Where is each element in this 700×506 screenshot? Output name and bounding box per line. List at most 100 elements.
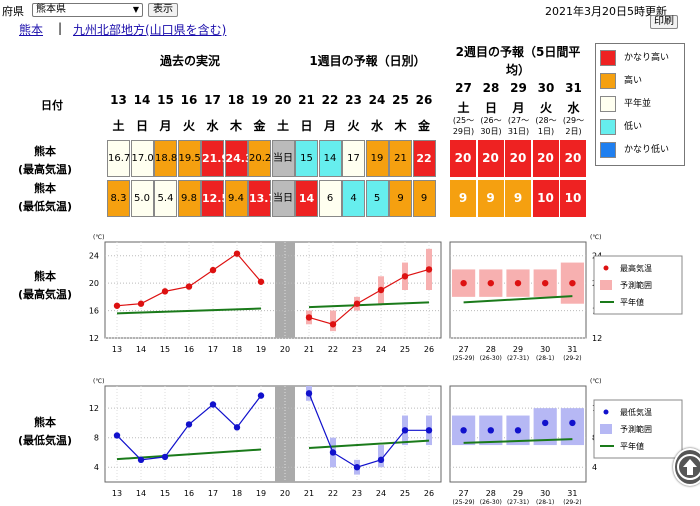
- table-cell: 16.7: [107, 140, 130, 177]
- x-tick-label: 13: [112, 489, 122, 498]
- week2-cell: 9: [505, 180, 531, 217]
- pref-label: 府県: [2, 5, 24, 18]
- legend-swatch: [600, 96, 616, 112]
- normal-line: [308, 301, 430, 309]
- day-number: 22: [321, 93, 339, 107]
- min-row-label: 熊本 (最低気温): [15, 180, 75, 216]
- print-button[interactable]: 印刷: [650, 15, 678, 29]
- y-tick-label: 12: [592, 334, 602, 343]
- day-number: 23: [345, 93, 362, 107]
- table-cell: 5.4: [154, 180, 177, 217]
- week2-cell: 20: [477, 140, 504, 177]
- x-tick-label: 23: [352, 489, 362, 498]
- x-tick-label: 16: [184, 489, 194, 498]
- x-tick-label: 14: [136, 345, 146, 354]
- forecast-point: [401, 273, 409, 280]
- normal-line: [463, 438, 573, 444]
- week2-cell: 10: [560, 180, 586, 217]
- table-cell: 9.4: [224, 180, 248, 217]
- x-tick-label: 18: [232, 489, 242, 498]
- x-tick-label: 17: [208, 345, 218, 354]
- table-cell: 5.0: [130, 180, 154, 217]
- prefecture-select[interactable]: 熊本県 ▼: [32, 3, 143, 17]
- day-number: 14: [133, 93, 151, 107]
- x-tick-label: 19: [256, 489, 266, 498]
- chart-max-label-1: 熊本: [34, 270, 56, 283]
- table-cell: 当日: [271, 140, 295, 177]
- x-tick-label: 14: [136, 489, 146, 498]
- forecast-point: [329, 321, 337, 328]
- normal-line: [116, 307, 262, 315]
- x-tick-label: 21: [304, 489, 314, 498]
- forecast-range: [378, 445, 384, 468]
- observed-point: [209, 401, 217, 408]
- week2-point: [460, 279, 467, 287]
- x-tick-label: 13: [112, 345, 122, 354]
- x-tick-sublabel: (25-29): [453, 355, 475, 362]
- date-label: 日付: [41, 99, 63, 112]
- forecast-line: [308, 268, 430, 325]
- week2-range-end: 29日): [452, 127, 475, 136]
- forecast-point: [329, 449, 337, 456]
- week2-cell: 20: [505, 140, 531, 177]
- weekday: 土: [112, 119, 125, 133]
- x-tick-label: 25: [400, 345, 410, 354]
- link-region[interactable]: 九州北部地方(山口県を含む): [73, 23, 227, 37]
- weekday: 土: [276, 119, 289, 133]
- max-row-label-1: 熊本: [34, 145, 56, 158]
- link-kumamoto[interactable]: 熊本: [19, 23, 44, 37]
- x-tick-label: 24: [376, 489, 386, 498]
- week2-cell: 9: [477, 180, 504, 217]
- table-cell: 21.9: [201, 140, 229, 177]
- week2-point: [542, 279, 549, 287]
- weekday: 火: [182, 119, 195, 133]
- day-number: 17: [204, 93, 221, 107]
- legend-range-icon: [600, 280, 612, 290]
- weekday: 木: [394, 119, 407, 133]
- x-tick-label: 25: [400, 489, 410, 498]
- legend-label: 平年値: [620, 441, 644, 451]
- observed-point: [113, 432, 121, 439]
- observed-point: [233, 250, 241, 257]
- legend-swatch: [600, 119, 616, 135]
- x-tick-label: 15: [160, 345, 170, 354]
- x-tick-label: 19: [256, 345, 266, 354]
- x-tick-sublabel: (29-2): [563, 499, 581, 506]
- week2-day-number: 28: [482, 81, 500, 95]
- week2-cell: 10: [532, 180, 559, 217]
- weekday: 火: [347, 119, 360, 133]
- x-tick-label: 29: [513, 489, 523, 498]
- x-tick-sublabel: (26-30): [480, 499, 502, 506]
- observed-point: [209, 266, 217, 274]
- chart-frame: [104, 241, 442, 339]
- week2-day-number: 31: [565, 81, 582, 95]
- y-tick-label: 12: [89, 334, 99, 343]
- scroll-top-button[interactable]: [673, 448, 700, 486]
- legend-label: 平年並: [624, 99, 652, 109]
- legend-label: 高い: [624, 76, 643, 86]
- update-time: 2021年3月20日5時更新: [545, 5, 667, 18]
- table-cell: 9: [389, 180, 412, 217]
- forecast-point: [425, 266, 433, 273]
- chart-max-label-2: (最高気温): [17, 288, 73, 301]
- week2-range-end: 1日): [537, 127, 555, 136]
- x-tick-sublabel: (26-30): [480, 355, 502, 362]
- y-tick-label: 4: [592, 463, 597, 472]
- table-cell: 19.5: [177, 140, 201, 177]
- min-row-label-1: 熊本: [34, 182, 56, 195]
- day-number: 25: [392, 93, 409, 107]
- week2-day-number: 27: [455, 81, 472, 95]
- day-number: 15: [157, 93, 174, 107]
- x-tick-label: 26: [424, 345, 434, 354]
- legend-label: 最低気温: [620, 407, 652, 417]
- forecast-point: [353, 300, 361, 307]
- x-tick-label: 24: [376, 345, 386, 354]
- x-tick-label: 21: [304, 345, 314, 354]
- week2-point: [487, 279, 494, 287]
- section-week1: 1週目の予報（日別）: [309, 54, 426, 68]
- table-cell: 24.3: [224, 140, 253, 177]
- show-button[interactable]: 表示: [148, 3, 178, 17]
- x-tick-label: 17: [208, 489, 218, 498]
- x-tick-label: 18: [232, 345, 242, 354]
